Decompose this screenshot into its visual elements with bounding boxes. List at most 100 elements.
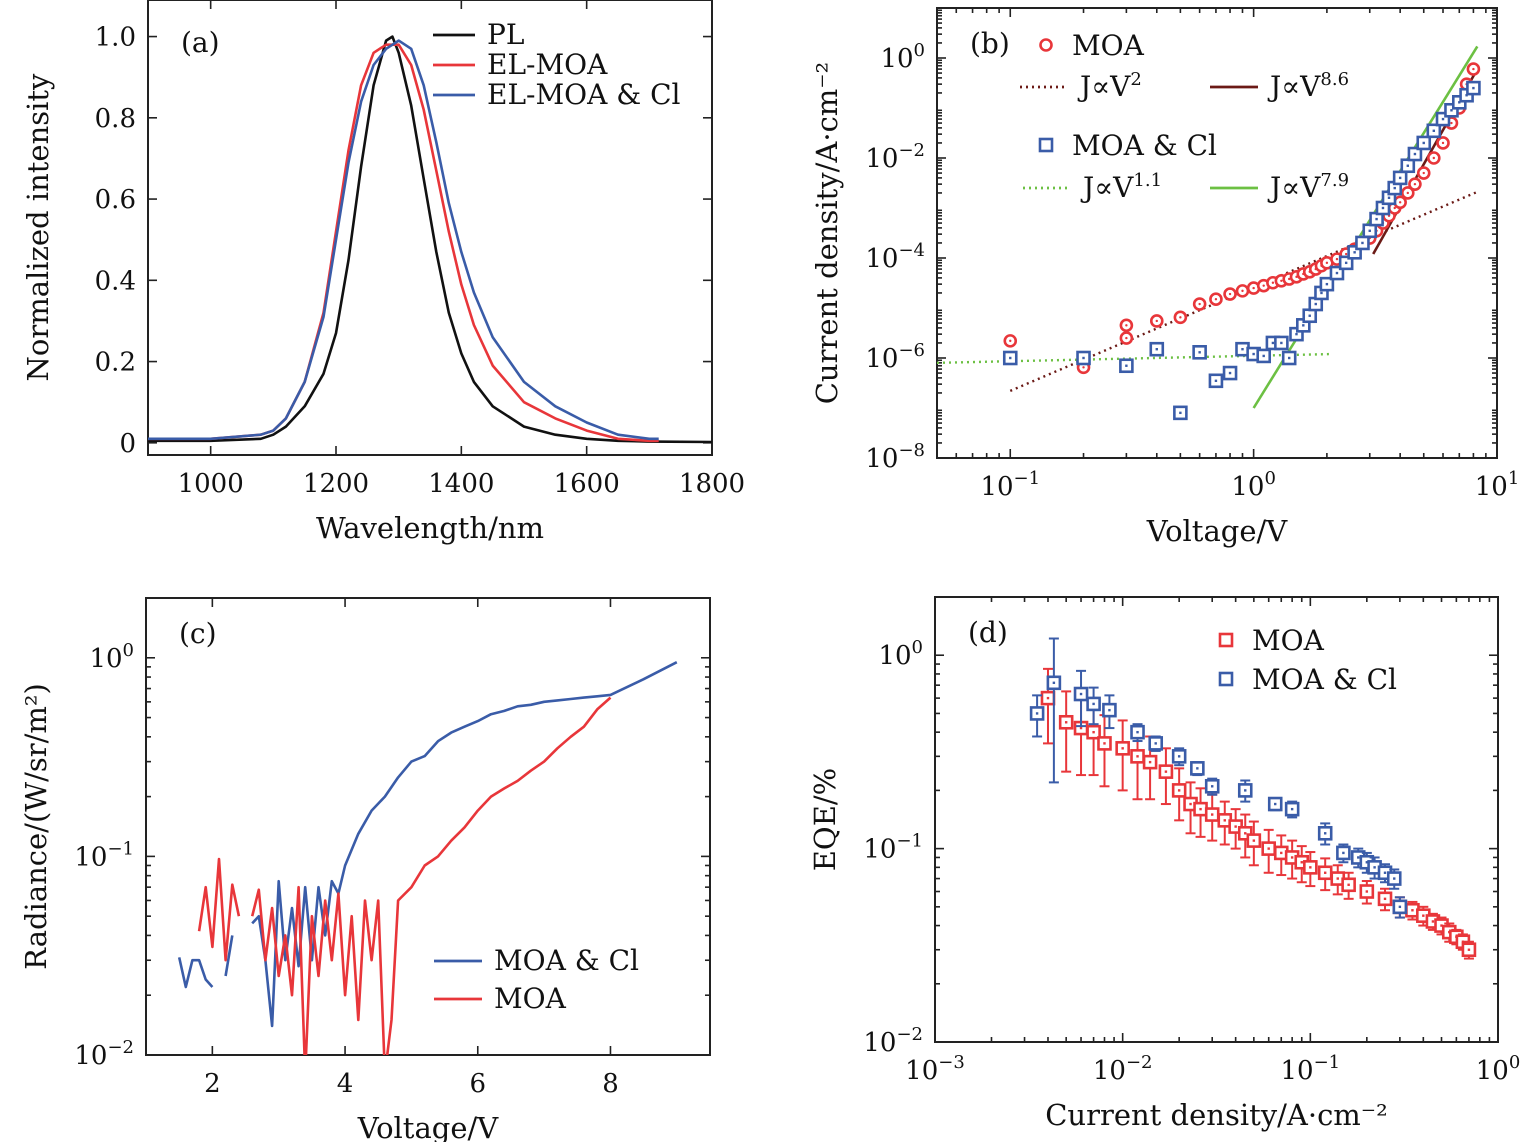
data-point-center: [1406, 191, 1409, 195]
data-point-center: [1262, 354, 1265, 358]
y-tick-label: 100: [880, 40, 925, 74]
data-point-center: [1441, 117, 1445, 121]
data-point-center: [1325, 282, 1329, 286]
data-point-center: [1347, 883, 1350, 886]
legend-label: MOA: [494, 982, 567, 1015]
data-point-center: [1406, 164, 1409, 167]
data-point-center: [1335, 271, 1339, 275]
data-point-center: [1092, 730, 1095, 734]
x-tick-label: 1000: [178, 469, 244, 499]
data-point-center: [1125, 336, 1128, 340]
plot-frame: [145, 597, 711, 1056]
data-point-center: [1393, 186, 1396, 190]
y-tick-label: 0.8: [95, 104, 136, 134]
x-tick-label: 10−1: [1281, 1052, 1341, 1086]
plot-area: [1029, 637, 1477, 960]
y-tick-label: 10−2: [863, 1024, 923, 1058]
x-tick-label: 1400: [428, 469, 494, 499]
data-point-center: [1228, 292, 1232, 296]
data-point-center: [1472, 67, 1475, 71]
data-point-center: [1432, 156, 1436, 160]
data-point-center: [1164, 770, 1168, 773]
data-point-center: [1336, 877, 1339, 880]
plot-area: [148, 35, 712, 444]
series-line: [148, 39, 659, 441]
data-point-center: [1198, 302, 1201, 306]
x-axis-title: Voltage/V: [1146, 514, 1288, 548]
data-point-center: [1344, 252, 1348, 256]
y-tick-label: 1.0: [95, 23, 136, 53]
data-point-center: [1035, 712, 1039, 715]
data-point-center: [1398, 176, 1402, 180]
data-point-center: [1136, 730, 1139, 734]
x-tick-label: 10−3: [905, 1052, 965, 1086]
y-tick-label: 10−2: [865, 140, 925, 174]
data-point-center: [1244, 832, 1247, 835]
legend-label: MOA & Cl: [1072, 129, 1217, 162]
chart-panel-2: 2 4 6 8 10−2 10−1 100 Voltage/V Radiance/(W/sr/m…: [19, 597, 711, 1142]
data-point-center: [1413, 182, 1417, 186]
x-tick-label: 1800: [679, 469, 745, 499]
y-tick-label: 0.2: [95, 348, 136, 378]
panel-label: (d): [968, 616, 1008, 649]
data-point-center: [1365, 861, 1369, 864]
y-tick-label: 0.4: [95, 266, 136, 296]
x-tick-label: 6: [469, 1069, 486, 1099]
data-point-center: [1211, 785, 1214, 788]
legend-label: MOA & Cl: [494, 944, 639, 977]
data-point-center: [1155, 319, 1158, 323]
fit-line: [937, 352, 1333, 365]
x-tick-label: 10−1: [980, 468, 1040, 502]
data-point-center: [1368, 229, 1371, 232]
data-point-center: [1052, 681, 1056, 685]
data-point-center: [1450, 121, 1453, 125]
panel-label: (c): [179, 617, 217, 650]
x-tick-label: 4: [337, 1069, 354, 1099]
panel-label: (b): [970, 27, 1010, 60]
data-point-center: [1125, 364, 1128, 367]
y-tick-label: 10−4: [865, 240, 925, 274]
plot-frame: [934, 596, 1499, 1043]
data-point-center: [1241, 289, 1244, 293]
data-point-center: [1323, 832, 1327, 835]
x-tick-label: 100: [1231, 468, 1276, 502]
y-tick-label: 0: [119, 429, 136, 459]
chart-panel-0: 1000 1200 1400 1600 1800 0 0.2 0.4 0.6 0.8 1.0 Wave…: [21, 0, 745, 545]
data-point-center: [1344, 261, 1348, 265]
y-tick-label: 10−1: [74, 838, 134, 872]
data-point-center: [1287, 356, 1291, 360]
data-point-center: [1413, 152, 1417, 156]
plot-area: [177, 661, 678, 1055]
data-point-center: [1393, 206, 1396, 210]
x-tick-label: 1600: [554, 469, 620, 499]
data-point-center: [1241, 347, 1244, 351]
data-point-center: [1009, 356, 1012, 360]
data-point-center: [1280, 341, 1283, 345]
data-point-center: [1214, 297, 1218, 301]
data-point-center: [1121, 747, 1124, 750]
data-point-center: [1244, 789, 1247, 792]
data-point-center: [1211, 813, 1214, 816]
data-point-center: [1467, 948, 1471, 951]
y-axis-title: Normalized intensity: [21, 73, 55, 382]
data-point-center: [1323, 871, 1327, 874]
legend-label: J∝V1.1: [1080, 170, 1162, 204]
data-point-center: [1092, 702, 1095, 706]
data-point-center: [1082, 366, 1085, 369]
data-point-center: [1300, 861, 1303, 864]
legend-label: MOA: [1072, 29, 1145, 62]
legend: MOA & Cl MOA: [434, 944, 639, 1015]
data-point-center: [1280, 851, 1283, 855]
data-point-center: [1280, 279, 1283, 282]
data-point-center: [1353, 251, 1356, 254]
x-axis-title: Current density/A·cm⁻²: [1045, 1098, 1388, 1132]
x-tick-label: 101: [1475, 468, 1520, 502]
data-point-center: [1375, 217, 1378, 221]
data-point-center: [1440, 924, 1443, 927]
x-tick-label: 1200: [303, 469, 369, 499]
data-point-center: [1252, 286, 1255, 290]
data-point-center: [1383, 871, 1387, 874]
data-point-center: [1422, 171, 1425, 175]
data-point-center: [1177, 755, 1181, 758]
y-tick-label: 100: [878, 637, 923, 671]
